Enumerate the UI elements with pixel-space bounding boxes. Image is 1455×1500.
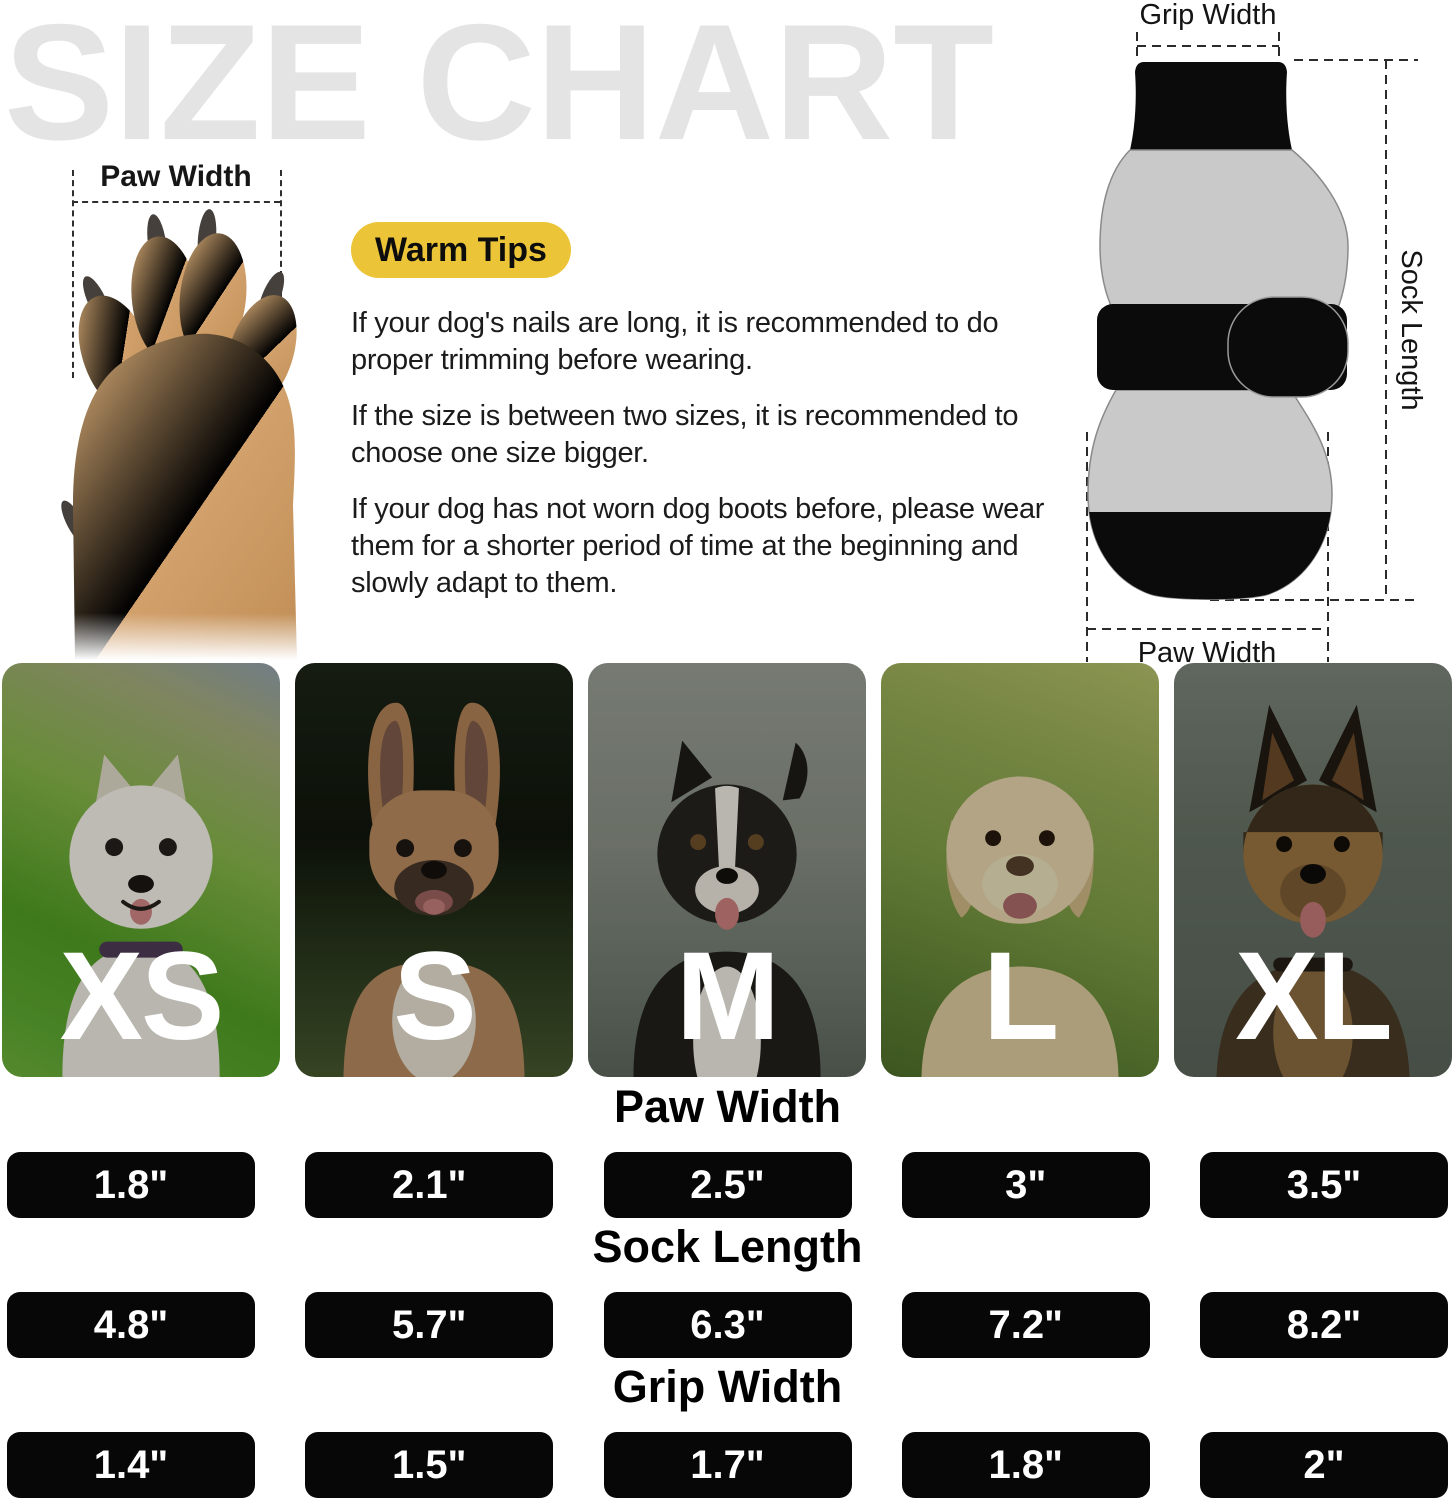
size-card-xl: XL <box>1174 663 1452 1077</box>
velcro-strap-tab <box>1227 296 1349 398</box>
size-value-cell: 5.7" <box>305 1292 554 1358</box>
size-value-cell: 3" <box>901 1152 1150 1218</box>
size-value-cell: 1.5" <box>305 1432 554 1498</box>
photo-shade <box>1174 663 1452 1077</box>
table-header-paw-width: Paw Width <box>613 1081 842 1132</box>
german-shepherd-photo <box>1216 704 1410 1077</box>
size-value-cell: 4.8" <box>7 1292 255 1358</box>
page-title: SIZE CHART <box>4 0 994 174</box>
table-row-grip-width: 1.4" 1.5" 1.7" 1.8" 2" <box>7 1432 1448 1498</box>
photo-shade <box>2 663 280 1077</box>
dog-paw-photo <box>45 209 355 660</box>
size-card-m: M <box>588 663 866 1077</box>
size-value-cell: 1.4" <box>7 1432 255 1498</box>
size-cards-row: XS S <box>2 663 1453 1077</box>
size-value-cell: 1.7" <box>603 1432 852 1498</box>
paw-width-measure-label: Paw Width <box>100 160 252 193</box>
size-value-cell: 2.1" <box>305 1152 554 1218</box>
size-value-cell: 3.5" <box>1200 1152 1448 1218</box>
measure-line <box>72 201 280 203</box>
measure-line <box>72 170 74 378</box>
table-row-paw-width: 1.8" 2.1" 2.5" 3" 3.5" <box>7 1152 1448 1218</box>
size-value-cell: 2" <box>1200 1432 1448 1498</box>
size-value-cell: 1.8" <box>901 1432 1150 1498</box>
size-value-cell: 2.5" <box>603 1152 852 1218</box>
tip-paragraph: If your dog's nails are long, it is reco… <box>351 307 999 376</box>
french-bulldog-photo <box>343 702 525 1077</box>
size-label-s: S <box>393 927 476 1066</box>
table-header-grip-width: Grip Width <box>612 1361 843 1412</box>
size-label-l: L <box>982 927 1059 1066</box>
size-value-cell: 7.2" <box>901 1292 1150 1358</box>
labrador-retriever-photo <box>921 776 1119 1077</box>
warm-tips-badge: Warm Tips <box>351 222 571 278</box>
size-value-cell: 6.3" <box>603 1292 852 1358</box>
photo-shade <box>295 663 573 1077</box>
table-header-sock-length: Sock Length <box>592 1221 863 1272</box>
tip-paragraph: If the size is between two sizes, it is … <box>351 400 1019 469</box>
west-highland-terrier-photo <box>62 754 220 1077</box>
tip-paragraph: If your dog has not worn dog boots befor… <box>351 493 1045 599</box>
dog-sock-diagram: Grip Width Sock Length Paw Width <box>1086 0 1427 669</box>
size-card-xs: XS <box>2 663 280 1077</box>
warm-tips-text: If your dog's nails are long, it is reco… <box>351 305 1046 621</box>
size-value-cell: 1.8" <box>7 1152 255 1218</box>
photo-shade <box>881 663 1159 1077</box>
size-card-l: L <box>881 663 1159 1077</box>
border-collie-photo <box>633 740 821 1077</box>
sock-length-label: Sock Length <box>1395 249 1427 410</box>
table-row-sock-length: 4.8" 5.7" 6.3" 7.2" 8.2" <box>7 1292 1448 1358</box>
grip-width-label: Grip Width <box>1140 0 1277 31</box>
size-label-xs: XS <box>59 927 225 1066</box>
size-card-s: S <box>295 663 573 1077</box>
size-label-xl: XL <box>1235 927 1393 1066</box>
photo-shade <box>588 663 866 1077</box>
size-value-cell: 8.2" <box>1200 1292 1448 1358</box>
size-label-m: M <box>675 927 780 1066</box>
